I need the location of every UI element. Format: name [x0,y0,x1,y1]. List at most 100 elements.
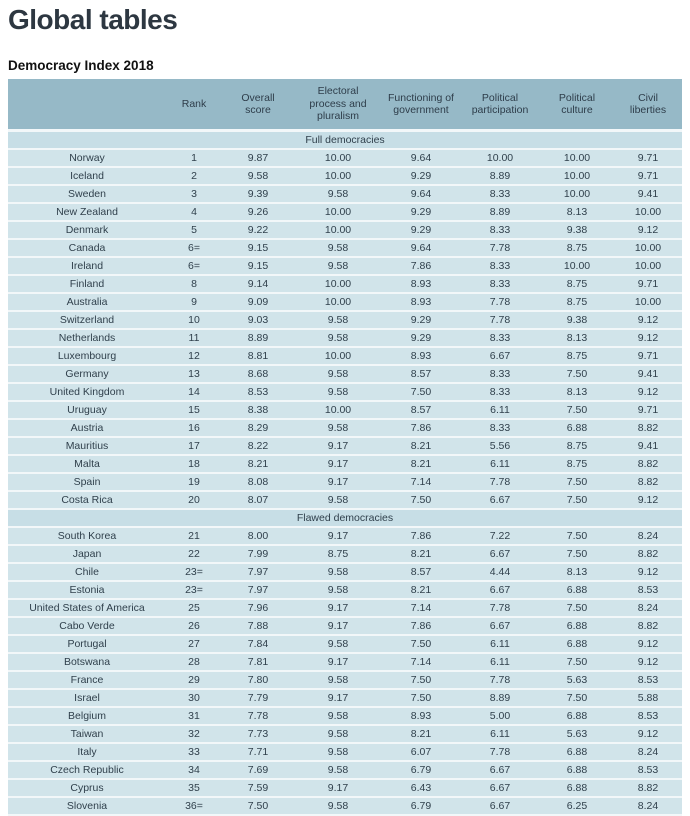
cell-electoral-process: 9.58 [294,743,382,762]
cell-civil-liberties: 9.12 [614,653,682,672]
table-row: Estonia 23= 7.97 9.58 8.21 6.67 6.88 8.5… [8,581,682,600]
cell-electoral-process: 9.58 [294,185,382,204]
table-row: Spain 19 8.08 9.17 7.14 7.78 7.50 8.82 [8,473,682,492]
table-row: Cyprus 35 7.59 9.17 6.43 6.67 6.88 8.82 [8,779,682,798]
cell-country: Norway [8,149,166,168]
cell-functioning-of-government: 6.07 [382,743,460,762]
cell-civil-liberties: 8.53 [614,581,682,600]
cell-rank: 6= [166,257,222,276]
cell-functioning-of-government: 6.43 [382,779,460,798]
cell-country: Switzerland [8,311,166,330]
cell-rank: 26 [166,617,222,636]
cell-political-culture: 8.75 [540,347,614,366]
table-row: Netherlands 11 8.89 9.58 9.29 8.33 8.13 … [8,329,682,348]
cell-rank: 25 [166,599,222,618]
cell-country: Slovenia [8,797,166,816]
cell-overall-score: 7.71 [222,743,294,762]
cell-overall-score: 8.68 [222,365,294,384]
cell-political-participation: 8.33 [460,329,540,348]
cell-functioning-of-government: 9.29 [382,329,460,348]
cell-civil-liberties: 9.12 [614,563,682,582]
cell-country: Estonia [8,581,166,600]
cell-political-culture: 7.50 [540,545,614,564]
cell-country: United States of America [8,599,166,618]
table-row: Israel 30 7.79 9.17 7.50 8.89 7.50 5.88 [8,689,682,708]
cell-electoral-process: 9.58 [294,419,382,438]
cell-rank: 21 [166,527,222,546]
column-header-electoral-process: Electoral process and pluralism [294,79,382,132]
column-header-political-culture: Political culture [540,79,614,132]
cell-overall-score: 7.97 [222,563,294,582]
cell-electoral-process: 9.58 [294,707,382,726]
cell-overall-score: 8.22 [222,437,294,456]
cell-civil-liberties: 10.00 [614,293,682,312]
cell-political-culture: 8.75 [540,293,614,312]
cell-political-participation: 8.33 [460,257,540,276]
cell-overall-score: 8.08 [222,473,294,492]
cell-functioning-of-government: 7.14 [382,473,460,492]
cell-rank: 19 [166,473,222,492]
cell-political-culture: 7.50 [540,365,614,384]
cell-political-participation: 6.67 [460,347,540,366]
cell-political-participation: 7.22 [460,527,540,546]
table-body: Full democracies Norway 1 9.87 10.00 9.6… [8,130,682,816]
cell-rank: 28 [166,653,222,672]
table-row: Belgium 31 7.78 9.58 8.93 5.00 6.88 8.53 [8,707,682,726]
cell-functioning-of-government: 8.57 [382,365,460,384]
cell-rank: 18 [166,455,222,474]
cell-electoral-process: 9.58 [294,311,382,330]
cell-rank: 4 [166,203,222,222]
cell-rank: 8 [166,275,222,294]
cell-political-participation: 8.33 [460,185,540,204]
section-label: Full democracies [8,130,682,150]
column-header-rank: Rank [166,79,222,132]
cell-country: Netherlands [8,329,166,348]
cell-civil-liberties: 10.00 [614,203,682,222]
cell-overall-score: 8.89 [222,329,294,348]
cell-rank: 31 [166,707,222,726]
cell-country: Ireland [8,257,166,276]
cell-political-participation: 10.00 [460,149,540,168]
cell-political-culture: 7.50 [540,401,614,420]
cell-political-participation: 8.33 [460,275,540,294]
cell-overall-score: 7.97 [222,581,294,600]
cell-electoral-process: 9.58 [294,635,382,654]
cell-rank: 29 [166,671,222,690]
cell-political-participation: 8.89 [460,689,540,708]
cell-country: Israel [8,689,166,708]
cell-political-participation: 6.67 [460,581,540,600]
cell-civil-liberties: 8.24 [614,527,682,546]
cell-functioning-of-government: 8.57 [382,401,460,420]
cell-functioning-of-government: 8.21 [382,545,460,564]
cell-functioning-of-government: 7.14 [382,653,460,672]
table-row: Switzerland 10 9.03 9.58 9.29 7.78 9.38 … [8,311,682,330]
cell-overall-score: 7.69 [222,761,294,780]
cell-civil-liberties: 9.12 [614,725,682,744]
cell-country: United Kingdom [8,383,166,402]
cell-overall-score: 7.80 [222,671,294,690]
cell-political-culture: 6.88 [540,743,614,762]
cell-civil-liberties: 9.71 [614,167,682,186]
table-row: Luxembourg 12 8.81 10.00 8.93 6.67 8.75 … [8,347,682,366]
cell-rank: 3 [166,185,222,204]
cell-political-culture: 5.63 [540,671,614,690]
table-row: Iceland 2 9.58 10.00 9.29 8.89 10.00 9.7… [8,167,682,186]
table-row: Canada 6= 9.15 9.58 9.64 7.78 8.75 10.00 [8,239,682,258]
cell-political-culture: 8.75 [540,239,614,258]
cell-civil-liberties: 10.00 [614,239,682,258]
cell-country: Chile [8,563,166,582]
cell-political-participation: 6.11 [460,653,540,672]
cell-political-participation: 6.11 [460,635,540,654]
cell-functioning-of-government: 7.50 [382,671,460,690]
cell-civil-liberties: 9.41 [614,365,682,384]
cell-rank: 35 [166,779,222,798]
cell-political-participation: 6.67 [460,797,540,816]
cell-electoral-process: 9.58 [294,383,382,402]
cell-rank: 16 [166,419,222,438]
table-row: Costa Rica 20 8.07 9.58 7.50 6.67 7.50 9… [8,491,682,510]
cell-overall-score: 8.81 [222,347,294,366]
cell-functioning-of-government: 6.79 [382,797,460,816]
cell-political-culture: 6.88 [540,635,614,654]
section-row: Flawed democracies [8,509,682,528]
section-row: Full democracies [8,130,682,150]
